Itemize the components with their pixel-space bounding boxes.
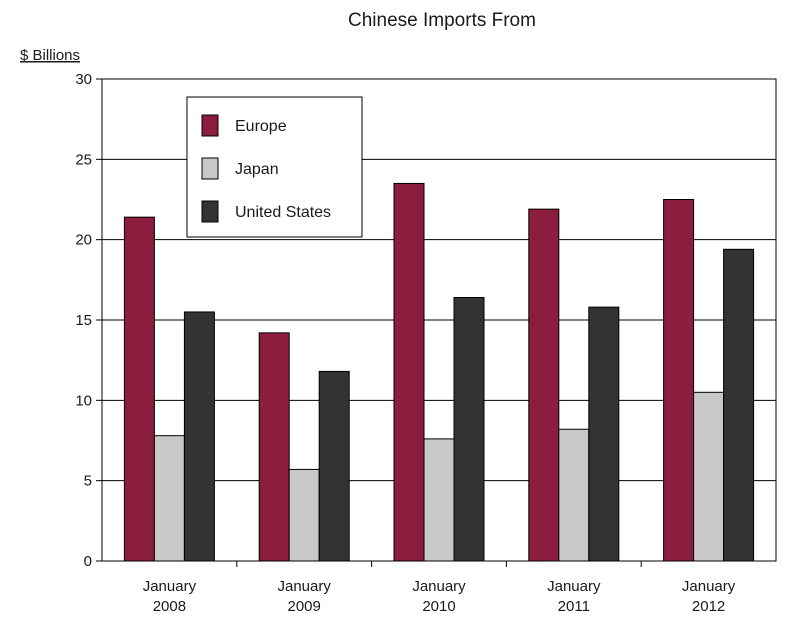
x-tick-label: January 2011 [547, 578, 601, 615]
bar-europe-0 [124, 217, 154, 561]
legend-label-japan: Japan [235, 161, 279, 178]
legend-swatch-united-states [202, 201, 218, 222]
bar-united-states-0 [184, 312, 214, 561]
bar-japan-2 [424, 439, 454, 561]
bar-europe-4 [664, 200, 694, 562]
chart-title: Chinese Imports From [348, 10, 536, 31]
bar-europe-1 [259, 333, 289, 561]
bar-japan-0 [154, 436, 184, 561]
y-tick-label: 15 [75, 312, 92, 329]
bar-united-states-3 [589, 307, 619, 561]
x-tick-label: January 2010 [412, 578, 466, 615]
x-tick-label: January 2008 [143, 578, 197, 615]
y-tick-label: 20 [75, 232, 92, 249]
bar-europe-2 [394, 183, 424, 561]
y-tick-label: 5 [84, 473, 92, 490]
y-tick-label: 10 [75, 392, 92, 409]
bar-united-states-1 [319, 371, 349, 561]
bar-europe-3 [529, 209, 559, 561]
x-tick-label: January 2009 [278, 578, 332, 615]
y-axis-ticks: 0 5 10 15 20 25 30 [75, 71, 102, 570]
legend-label-europe: Europe [235, 118, 287, 135]
x-axis-labels: January 2008 January 2009 January 2010 January… [143, 561, 736, 615]
legend-swatch-europe [202, 115, 218, 136]
legend: Europe Japan United States [187, 97, 362, 237]
y-tick-label: 0 [84, 553, 92, 570]
bar-japan-4 [694, 392, 724, 561]
bar-united-states-4 [724, 249, 754, 561]
bar-united-states-2 [454, 298, 484, 561]
bar-japan-3 [559, 429, 589, 561]
bar-japan-1 [289, 469, 319, 561]
y-tick-label: 30 [75, 71, 92, 88]
legend-swatch-japan [202, 158, 218, 179]
y-axis-label: $ Billions [20, 47, 80, 64]
x-tick-label: January 2012 [682, 578, 736, 615]
legend-label-united-states: United States [235, 204, 331, 221]
y-tick-label: 25 [75, 151, 92, 168]
